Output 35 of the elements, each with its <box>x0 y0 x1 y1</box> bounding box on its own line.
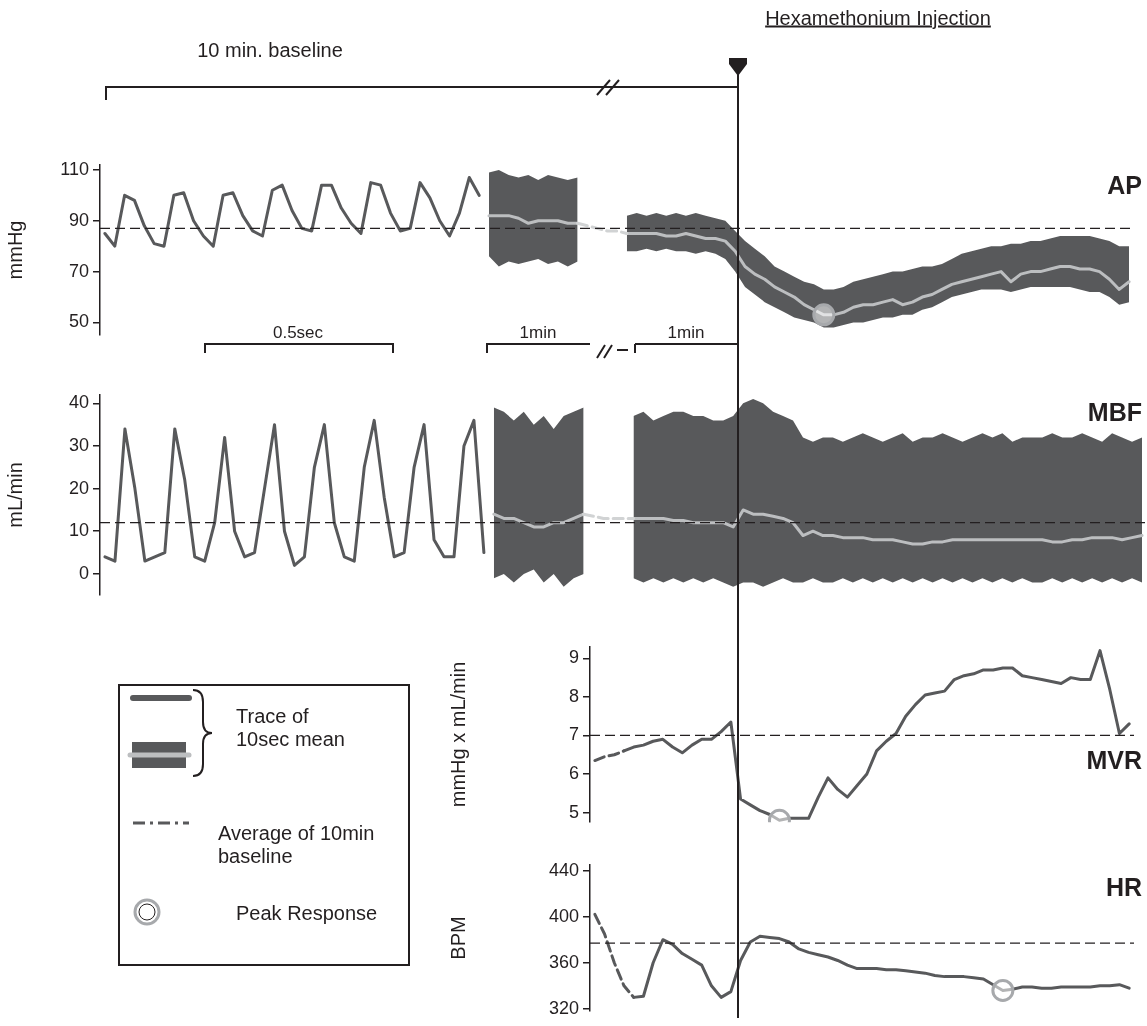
y-tick-label: 9 <box>568 647 579 668</box>
y-tick-label: 30 <box>68 434 89 455</box>
y-tick-label: 70 <box>68 260 89 281</box>
text: Trace of 10sec mean <box>236 705 346 751</box>
text: Hexamethonium Injection <box>765 6 991 30</box>
y-axis-title: mmHg x mL/min <box>446 661 469 808</box>
y-axis-title: mmHg <box>3 220 26 280</box>
annotation: 1min <box>519 323 557 343</box>
y-tick-label: 40 <box>68 392 89 413</box>
y-tick-label: 400 <box>548 905 579 926</box>
y-tick-label: 6 <box>568 762 579 783</box>
y-axis-title: mL/min <box>3 462 26 528</box>
annotation: 1min <box>667 323 705 343</box>
y-tick-label: 50 <box>68 311 89 332</box>
y-tick-label: 110 <box>60 158 89 179</box>
line-series <box>576 221 629 235</box>
y-tick-label: 360 <box>548 951 579 972</box>
annotation: MVR <box>1086 745 1142 775</box>
y-tick-label: 320 <box>548 997 579 1018</box>
annotation: AP <box>1107 170 1142 200</box>
text: Peak Response <box>236 901 378 925</box>
text: Average of 10min baseline <box>218 822 376 868</box>
y-tick-label: 8 <box>568 685 579 706</box>
y-axis-title: BPM <box>446 916 469 960</box>
y-tick-label: 440 <box>548 859 579 880</box>
y-tick-label: 20 <box>68 477 89 498</box>
y-tick-label: 7 <box>568 724 579 745</box>
y-tick-label: 5 <box>568 801 579 822</box>
y-tick-label: 90 <box>68 209 89 230</box>
annotation: 0.5sec <box>272 323 324 343</box>
y-tick-label: 0 <box>78 562 89 583</box>
annotation: HR <box>1105 872 1142 902</box>
text: 10 min. baseline <box>197 38 343 62</box>
annotation: MBF <box>1087 397 1142 427</box>
y-tick-label: 10 <box>68 520 89 541</box>
